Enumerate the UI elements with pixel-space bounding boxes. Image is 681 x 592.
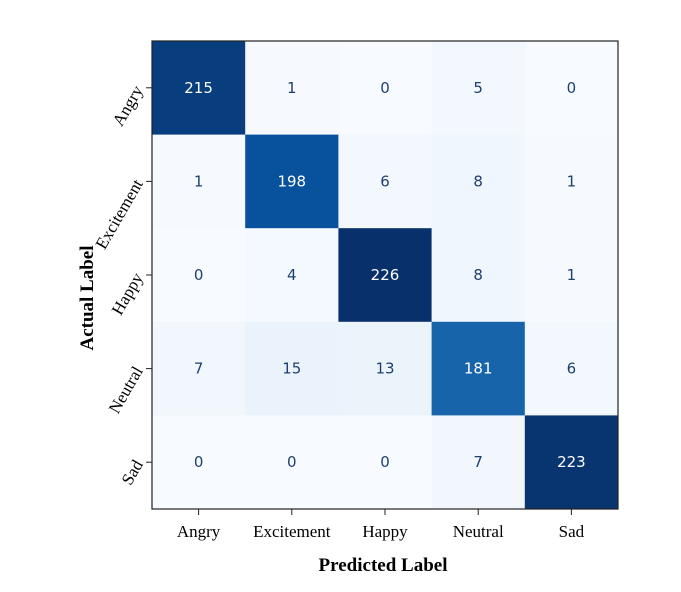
heatmap-cell-labels: 215 1 0 5 01 198 6 8 10 4 226 8 17 15 13 181 60 0 0 7 223 xyxy=(184,79,585,471)
heatmap-cell-label: 7 xyxy=(473,453,483,471)
heatmap-cell-label: 198 xyxy=(277,172,306,190)
heatmap-cell xyxy=(524,41,619,136)
heatmap-cell-label: 0 xyxy=(287,453,297,471)
heatmap-cell xyxy=(245,415,339,510)
heatmap-cell-label: 1 xyxy=(287,79,297,97)
heatmap-cell-label: 0 xyxy=(380,453,390,471)
heatmap-cell-label: 6 xyxy=(380,172,390,190)
heatmap-cell xyxy=(524,134,619,229)
heatmap-cell xyxy=(245,134,339,229)
heatmap-cell-label: 0 xyxy=(380,79,390,97)
heatmap-cell xyxy=(245,41,339,136)
heatmap-cell xyxy=(431,228,526,323)
heatmap-cell xyxy=(524,228,619,323)
heatmap-cell-label: 0 xyxy=(194,453,204,471)
heatmap-cell xyxy=(152,134,246,229)
heatmap-cell xyxy=(338,134,433,229)
heatmap-cell xyxy=(338,228,433,323)
heatmap-cell-label: 1 xyxy=(567,266,577,284)
y-axis-title: Actual Label xyxy=(77,245,98,350)
heatmap-cell-label: 226 xyxy=(371,266,400,284)
y-tick-label: Happy xyxy=(108,269,147,318)
heatmap-cell-label: 6 xyxy=(567,360,577,378)
heatmap-cell-label: 13 xyxy=(375,360,394,378)
heatmap-cell-label: 215 xyxy=(184,79,213,97)
heatmap-cell xyxy=(152,321,246,416)
heatmap-cell-label: 5 xyxy=(473,79,483,97)
heatmap-cell-label: 8 xyxy=(473,266,483,284)
x-tick-label: Happy xyxy=(362,522,408,541)
heatmap-cell xyxy=(152,415,246,510)
heatmap-cell xyxy=(431,134,526,229)
y-tick-label: Neutral xyxy=(105,363,147,417)
heatmap-cell-label: 0 xyxy=(567,79,577,97)
heatmap-cells xyxy=(152,41,619,510)
x-tick-label: Sad xyxy=(559,522,585,541)
heatmap-cell xyxy=(338,321,433,416)
heatmap-cell xyxy=(245,321,339,416)
heatmap-cell-label: 0 xyxy=(194,266,204,284)
y-tick-label: Excitement xyxy=(92,176,147,253)
heatmap-cell xyxy=(245,228,339,323)
heatmap-cell xyxy=(431,41,526,136)
x-axis-title: Predicted Label xyxy=(319,555,448,576)
x-axis-ticks: Angry Excitement Happy Neutral Sad xyxy=(177,509,585,541)
heatmap-cell-label: 1 xyxy=(567,172,577,190)
heatmap-cell xyxy=(152,228,246,323)
y-tick-label: Angry xyxy=(109,82,147,130)
x-tick-label: Neutral xyxy=(453,522,504,541)
heatmap-cell-label: 4 xyxy=(287,266,297,284)
heatmap-cell-label: 7 xyxy=(194,360,204,378)
heatmap-cell-label: 223 xyxy=(557,453,586,471)
heatmap-cell xyxy=(431,321,526,416)
x-tick-label: Angry xyxy=(177,522,221,541)
heatmap-cell xyxy=(338,415,433,510)
heatmap-cell xyxy=(152,41,246,136)
x-tick-label: Excitement xyxy=(253,522,331,541)
heatmap-cell-label: 1 xyxy=(194,172,204,190)
heatmap-cell-label: 8 xyxy=(473,172,483,190)
heatmap-cell xyxy=(431,415,526,510)
heatmap-cell xyxy=(524,321,619,416)
y-axis-ticks: Angry Excitement Happy Neutral Sad xyxy=(92,82,152,488)
y-tick-label: Sad xyxy=(118,456,147,488)
heatmap-cell-label: 181 xyxy=(464,360,493,378)
heatmap-cell xyxy=(524,415,619,510)
heatmap-cell-label: 15 xyxy=(282,360,301,378)
heatmap-cell xyxy=(338,41,433,136)
